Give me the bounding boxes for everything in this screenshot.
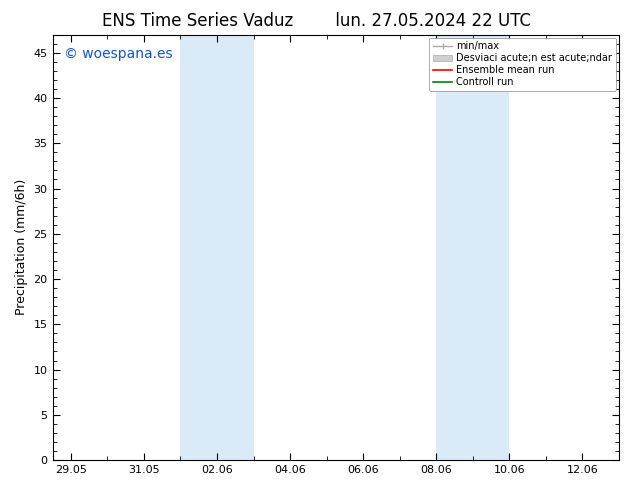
Bar — [181, 35, 254, 460]
Bar — [436, 35, 509, 460]
Y-axis label: Precipitation (mm/6h): Precipitation (mm/6h) — [15, 179, 28, 316]
Text: ENS Time Series Vaduz        lun. 27.05.2024 22 UTC: ENS Time Series Vaduz lun. 27.05.2024 22… — [103, 12, 531, 30]
Legend: min/max, Desviaci acute;n est acute;ndar, Ensemble mean run, Controll run: min/max, Desviaci acute;n est acute;ndar… — [429, 38, 616, 91]
Text: © woespana.es: © woespana.es — [64, 48, 172, 61]
